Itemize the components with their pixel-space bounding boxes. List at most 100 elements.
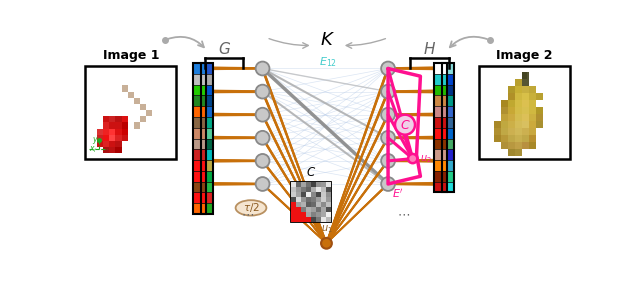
Bar: [193, 138, 205, 149]
Bar: [321, 217, 326, 222]
Bar: [193, 192, 205, 203]
Bar: [316, 212, 321, 217]
Bar: [442, 74, 454, 85]
Bar: [296, 217, 301, 222]
Bar: [103, 141, 109, 147]
Bar: [529, 86, 536, 93]
Bar: [306, 197, 311, 202]
Circle shape: [381, 131, 395, 145]
Bar: [529, 114, 536, 121]
Bar: [193, 63, 205, 214]
Text: $u_1$: $u_1$: [321, 223, 332, 235]
Circle shape: [321, 238, 332, 249]
Text: $E'$: $E'$: [392, 187, 404, 200]
Bar: [301, 212, 306, 217]
Bar: [201, 171, 213, 182]
Bar: [435, 182, 447, 192]
Bar: [529, 107, 536, 114]
Bar: [508, 128, 515, 135]
Bar: [522, 121, 529, 128]
Bar: [311, 202, 316, 207]
Bar: [442, 106, 454, 117]
Bar: [306, 217, 311, 222]
Bar: [193, 128, 205, 138]
Bar: [301, 202, 306, 207]
Bar: [536, 114, 543, 121]
Bar: [134, 122, 140, 129]
Bar: [109, 116, 115, 122]
Bar: [501, 142, 508, 149]
Bar: [442, 63, 454, 192]
Bar: [529, 93, 536, 100]
Circle shape: [381, 177, 395, 191]
Bar: [140, 104, 147, 110]
Bar: [296, 182, 301, 187]
Bar: [321, 207, 326, 212]
Bar: [508, 107, 515, 114]
Bar: [193, 117, 205, 128]
Bar: [201, 160, 213, 171]
Bar: [201, 63, 213, 214]
Bar: [435, 85, 447, 95]
Bar: [442, 95, 454, 106]
Bar: [435, 160, 447, 171]
Bar: [435, 149, 447, 160]
Bar: [321, 202, 326, 207]
Bar: [291, 202, 296, 207]
Bar: [291, 182, 296, 187]
Bar: [201, 128, 213, 138]
Bar: [326, 207, 331, 212]
Bar: [86, 66, 176, 158]
Bar: [201, 85, 213, 95]
Bar: [306, 192, 311, 197]
Bar: [301, 207, 306, 212]
Bar: [536, 121, 543, 128]
Bar: [442, 160, 454, 171]
Bar: [291, 212, 296, 217]
Bar: [522, 72, 529, 79]
Bar: [529, 100, 536, 107]
Bar: [306, 182, 311, 187]
Bar: [508, 135, 515, 142]
Bar: [321, 187, 326, 192]
Circle shape: [381, 154, 395, 168]
Bar: [296, 187, 301, 192]
Bar: [296, 192, 301, 197]
Bar: [115, 135, 122, 141]
Bar: [501, 135, 508, 142]
Bar: [442, 149, 454, 160]
Circle shape: [255, 131, 269, 145]
Bar: [435, 128, 447, 138]
Bar: [494, 128, 501, 135]
Bar: [435, 138, 447, 149]
Bar: [435, 106, 447, 117]
Circle shape: [255, 177, 269, 191]
Bar: [109, 135, 115, 141]
Circle shape: [381, 85, 395, 98]
Bar: [201, 149, 213, 160]
Bar: [122, 85, 128, 92]
Bar: [296, 202, 301, 207]
Text: $G$: $G$: [218, 41, 230, 57]
Bar: [115, 129, 122, 135]
Text: $K$: $K$: [321, 31, 335, 49]
Bar: [529, 135, 536, 142]
Bar: [435, 63, 447, 74]
Bar: [529, 128, 536, 135]
Bar: [515, 142, 522, 149]
Bar: [306, 187, 311, 192]
Bar: [103, 147, 109, 153]
Bar: [316, 207, 321, 212]
Bar: [522, 142, 529, 149]
Bar: [301, 182, 306, 187]
Bar: [103, 129, 109, 135]
Bar: [201, 182, 213, 192]
Bar: [515, 114, 522, 121]
Bar: [291, 197, 296, 202]
Bar: [311, 207, 316, 212]
Bar: [494, 121, 501, 128]
Bar: [296, 207, 301, 212]
Bar: [479, 66, 570, 158]
Bar: [494, 135, 501, 142]
Bar: [193, 203, 205, 214]
